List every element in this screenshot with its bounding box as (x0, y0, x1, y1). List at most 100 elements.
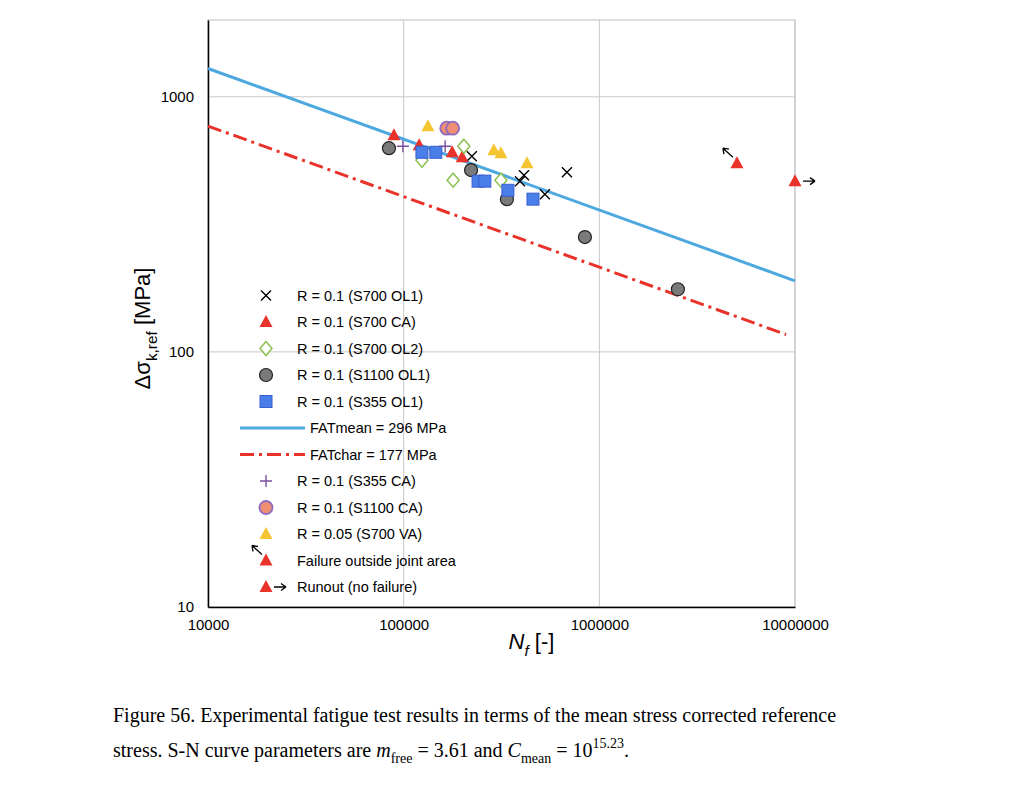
legend-label: R = 0.1 (S355 CA) (297, 473, 416, 489)
legend-label: R = 0.1 (S1100 OL1) (297, 367, 430, 383)
text-run: stress. S-N curve parameters are (113, 739, 376, 762)
x-axis-line (209, 607, 796, 609)
data-layer (208, 68, 815, 334)
legend-label: R = 0.1 (S1100 CA) (297, 500, 423, 516)
text-run: [-] (529, 629, 555, 654)
legend-entry: R = 0.1 (S700 OL2) (260, 341, 423, 357)
series-points (789, 174, 816, 186)
legend-entry: R = 0.1 (S1100 OL1) (260, 367, 431, 383)
series-points (397, 140, 451, 152)
data-point (519, 170, 529, 180)
data-point (479, 175, 491, 187)
legend-symbol (261, 291, 271, 301)
legend-symbol (260, 554, 273, 566)
legend-entry: R = 0.1 (S700 OL1) (261, 288, 423, 304)
x-tick: 10000000 (762, 607, 829, 633)
text-run: Δσ (130, 361, 155, 390)
text-run: . (624, 739, 629, 761)
data-point (430, 146, 442, 158)
y-grid-line (208, 607, 795, 608)
data-point (730, 156, 743, 168)
y-grid-line (208, 96, 795, 97)
data-point (416, 146, 428, 158)
legend-entry: FATchar = 177 MPa (240, 447, 438, 463)
legend-label: FATmean = 296 MPa (310, 420, 447, 436)
text-run: m (376, 739, 390, 761)
text-run: free (391, 751, 413, 766)
data-point (540, 189, 550, 199)
plot-frame (208, 20, 795, 607)
legend-symbol (260, 369, 273, 382)
legend-symbol (260, 475, 272, 487)
data-point (458, 139, 470, 153)
text-run: C (508, 739, 522, 761)
legend-label: FATchar = 177 MPa (310, 447, 438, 463)
grid (208, 20, 795, 607)
text-run: N (509, 629, 525, 654)
legend-symbol (260, 315, 273, 327)
legend-label: R = 0.05 (S700 VA) (297, 526, 422, 542)
legend-entry: Runout (no failure) (260, 579, 418, 595)
caption-line: stress. S-N curve parameters are mfree =… (113, 736, 629, 766)
legend-symbol (240, 453, 305, 456)
data-point (671, 283, 684, 296)
failure-arrow (252, 546, 262, 555)
x-tick-label: 1000000 (571, 616, 629, 633)
legend-entry: Failure outside joint area (252, 546, 457, 569)
legend-symbol (240, 427, 305, 430)
legend-entry: R = 0.1 (S355 OL1) (260, 394, 423, 410)
series-points (382, 142, 684, 296)
chart: 10000 100000 1000000 10000000 10 100 1000 Nf [-… (0, 0, 1024, 800)
data-point (439, 140, 451, 152)
legend-entry: FATmean = 296 MPa (240, 420, 447, 436)
data-point (527, 193, 539, 205)
legend-label: R = 0.1 (S700 OL1) (297, 288, 423, 304)
legend-label: Failure outside joint area (297, 553, 457, 569)
runout-arrow (803, 178, 815, 185)
data-point (446, 145, 459, 157)
x-grid-line (208, 20, 209, 607)
runout-arrow (274, 584, 286, 591)
data-point (502, 184, 514, 196)
data-point (397, 140, 409, 152)
y-axis: 10 100 1000 (161, 21, 209, 616)
x-grid-line (599, 20, 600, 607)
sn-line (208, 126, 786, 334)
legend-label: Runout (no failure) (297, 579, 417, 595)
legend-label: R = 0.1 (S355 OL1) (297, 394, 423, 410)
y-tick: 10 (177, 598, 208, 615)
data-point (494, 146, 507, 158)
data-point (446, 122, 459, 135)
series-points (421, 119, 533, 168)
data-point (465, 164, 478, 177)
series-points (467, 151, 572, 199)
legend-label: R = 0.1 (S700 OL2) (297, 341, 423, 357)
x-tick: 100000 (379, 607, 429, 633)
y-axis-title: Δσk,ref [MPa] (130, 268, 160, 390)
legend-symbol (260, 580, 273, 592)
y-tick-label: 100 (169, 343, 194, 360)
text-run: Figure 56. Experimental fatigue test res… (113, 704, 836, 727)
legend-symbol (260, 527, 273, 539)
legend-entry: R = 0.05 (S700 VA) (260, 526, 423, 542)
legend-entry: R = 0.1 (S355 CA) (260, 473, 416, 489)
series-points (723, 148, 744, 168)
series-points (416, 139, 507, 187)
data-point (382, 142, 395, 155)
x-tick: 1000000 (571, 607, 629, 633)
y-tick: 1000 (161, 88, 208, 105)
y-tick-label: 1000 (161, 88, 194, 105)
text-run: = 10 (551, 739, 592, 761)
y-tick-label: 10 (177, 598, 194, 615)
legend-entry: R = 0.1 (S700 CA) (260, 314, 416, 330)
failure-arrow (723, 148, 733, 157)
text-run: k,ref (143, 330, 160, 361)
y-tick: 100 (169, 343, 208, 360)
x-axis-title: Nf [-] (509, 629, 555, 659)
data-point (467, 151, 477, 161)
x-tick-label: 10000000 (762, 616, 829, 633)
series-points (416, 146, 539, 205)
data-point (521, 156, 534, 168)
x-tick-label: 10000 (188, 616, 230, 633)
data-point (578, 231, 591, 244)
